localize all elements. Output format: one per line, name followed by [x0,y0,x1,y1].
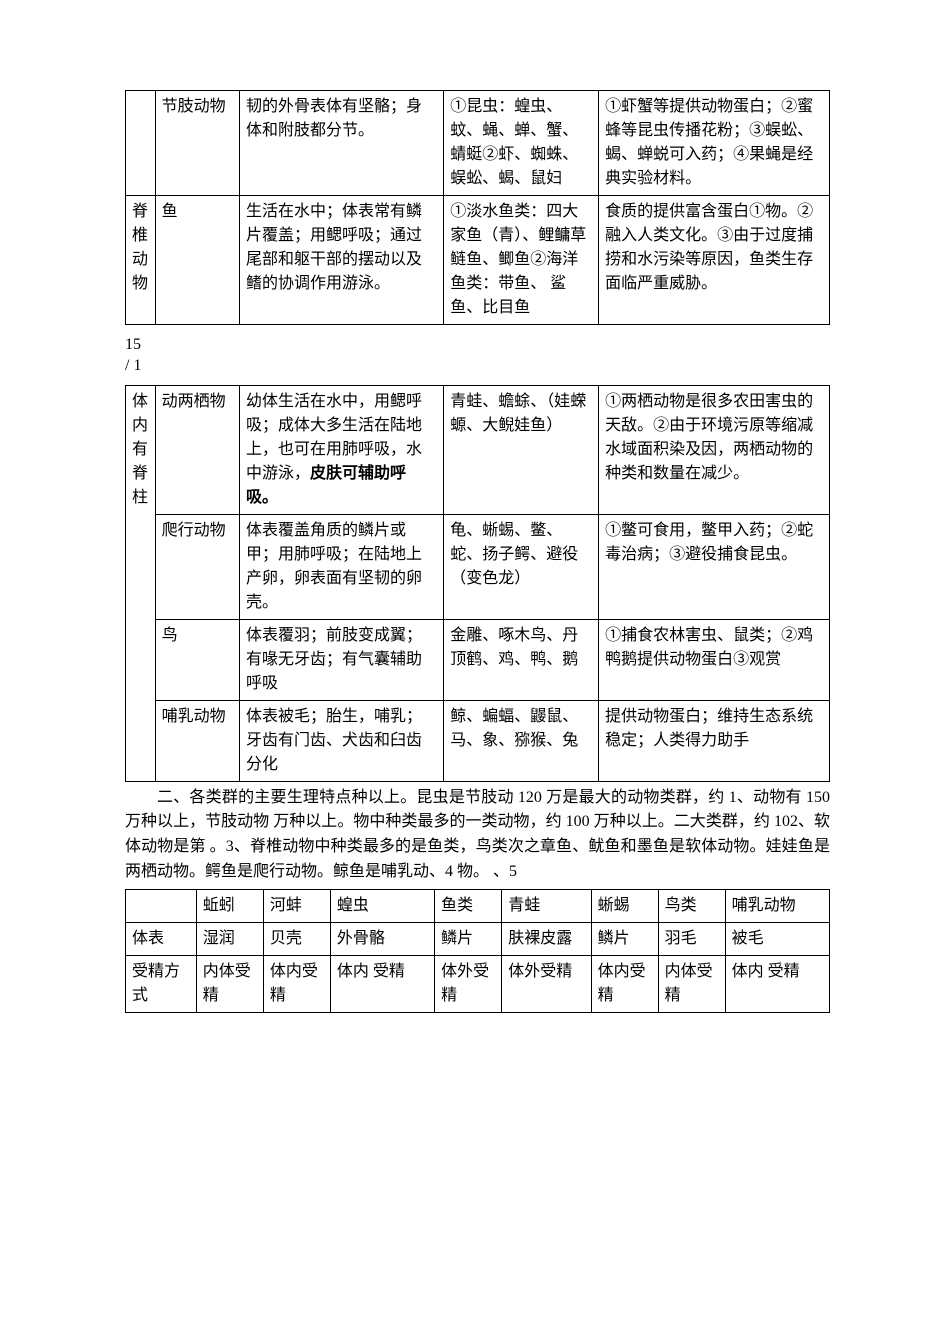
page-number-bottom: / 1 [125,356,830,377]
cell-examples: 鲸、蝙蝠、鼹鼠、马、象、猕猴、兔 [444,700,599,781]
cell: 体内受精 [591,955,658,1012]
cell-examples: 青蛙、蟾蜍、（娃蝾螈、大鲵娃鱼） [444,385,599,514]
cell-name: 哺乳动物 [155,700,239,781]
cell-header: 蝗虫 [330,889,434,922]
table-row: 节肢动物 韧的外骨表体有坚骼；身体和附肢都分节。 ①昆虫：蝗虫、蚊、蝇、蝉、蟹、… [126,91,830,196]
cell-header: 蚯蚓 [196,889,263,922]
cell-rowlabel: 体表 [126,922,197,955]
cell-header [126,889,197,922]
table-row: 脊椎动物 鱼 生活在水中；体表常有鳞片覆盖；用鳃呼吸；通过尾部和躯干部的摆动以及… [126,196,830,325]
cell: 体外受精 [502,955,591,1012]
table-row: 鸟 体表覆羽；前肢变成翼；有喙无牙齿；有气囊辅助呼吸 金雕、啄木鸟、丹顶鹤、鸡、… [126,619,830,700]
cell-features: 体表被毛；胎生，哺乳；牙齿有门齿、犬齿和臼齿分化 [240,700,444,781]
table-row: 哺乳动物 体表被毛；胎生，哺乳；牙齿有门齿、犬齿和臼齿分化 鲸、蝙蝠、鼹鼠、马、… [126,700,830,781]
cell-category: 脊椎动物 [126,196,156,325]
cell-name: 节肢动物 [155,91,239,196]
cell-relation: ①虾蟹等提供动物蛋白；②蜜蜂等昆虫传播花粉；③蜈蚣、蝎、蝉蜕可入药；④果蝇是经典… [599,91,830,196]
cell-header: 鸟类 [658,889,725,922]
cell-name: 动两栖物 [155,385,239,514]
cell-header: 蜥蜴 [591,889,658,922]
cell: 贝壳 [263,922,330,955]
cell-header: 哺乳动物 [725,889,829,922]
cell-header: 河蚌 [263,889,330,922]
cell: 内体受精 [196,955,263,1012]
cell-examples: ①淡水鱼类：四大家鱼（青）、鲤鳙草鲢鱼、鲫鱼②海洋鱼类：带鱼、 鲨鱼、比目鱼 [444,196,599,325]
cell-category: 体内有脊柱 [126,385,156,781]
cell-name: 鱼 [155,196,239,325]
page-number: 15 / 1 [125,335,830,377]
cell-rowlabel: 受精方式 [126,955,197,1012]
table-comparison: 蚯蚓 河蚌 蝗虫 鱼类 青蛙 蜥蜴 鸟类 哺乳动物 体表 湿润 贝壳 外骨骼 鳞… [125,889,830,1013]
table-row: 受精方式 内体受精 体内受精 体内 受精 体外受精 体外受精 体内受精 内体受精… [126,955,830,1012]
cell-features: 体表覆羽；前肢变成翼；有喙无牙齿；有气囊辅助呼吸 [240,619,444,700]
cell-features: 体表覆盖角质的鳞片或甲；用肺呼吸；在陆地上产卵，卵表面有坚韧的卵壳。 [240,514,444,619]
cell-features: 生活在水中；体表常有鳞片覆盖；用鳃呼吸；通过尾部和躯干部的摆动以及鳍的协调作用游… [240,196,444,325]
cell: 被毛 [725,922,829,955]
cell: 鳞片 [435,922,502,955]
cell-relation: ①两栖动物是很多农田害虫的天敌。②由于环境污原等缩减水域面积染及因，两栖动物的种… [599,385,830,514]
cell-examples: ①昆虫：蝗虫、蚊、蝇、蝉、蟹、蜻蜓②虾、蜘蛛、蜈蚣、蝎、鼠妇 [444,91,599,196]
cell: 体内 受精 [725,955,829,1012]
table-row: 体表 湿润 贝壳 外骨骼 鳞片 肤裸皮露 鳞片 羽毛 被毛 [126,922,830,955]
cell: 外骨骼 [330,922,434,955]
cell-relation: 食质的提供富含蛋白①物。②融入人类文化。③由于过度捕捞和水污染等原因，鱼类生存面… [599,196,830,325]
cell: 鳞片 [591,922,658,955]
cell-header: 鱼类 [435,889,502,922]
cell: 体内受精 [263,955,330,1012]
cell-relation: ①鳖可食用，鳖甲入药；②蛇毒治病；③避役捕食昆虫。 [599,514,830,619]
cell-name: 鸟 [155,619,239,700]
cell: 肤裸皮露 [502,922,591,955]
table-animal-groups-1: 节肢动物 韧的外骨表体有坚骼；身体和附肢都分节。 ①昆虫：蝗虫、蚊、蝇、蝉、蟹、… [125,90,830,325]
cell-name: 爬行动物 [155,514,239,619]
cell-category [126,91,156,196]
table-animal-groups-2: 体内有脊柱 动两栖物 幼体生活在水中，用鳃呼吸；成体大多生活在陆地上，也可在用肺… [125,385,830,782]
cell-features: 幼体生活在水中，用鳃呼吸；成体大多生活在陆地上，也可在用肺呼吸，水中游泳，皮肤可… [240,385,444,514]
cell-relation: ①捕食农林害虫、鼠类；②鸡鸭鹅提供动物蛋白③观赏 [599,619,830,700]
document-page: 节肢动物 韧的外骨表体有坚骼；身体和附肢都分节。 ①昆虫：蝗虫、蚊、蝇、蝉、蟹、… [0,0,945,1073]
cell-examples: 龟、蜥蜴、鳖、蛇、扬子鳄、避役（变色龙） [444,514,599,619]
table-row: 爬行动物 体表覆盖角质的鳞片或甲；用肺呼吸；在陆地上产卵，卵表面有坚韧的卵壳。 … [126,514,830,619]
cell: 体外受精 [435,955,502,1012]
cell-relation: 提供动物蛋白；维持生态系统稳定；人类得力助手 [599,700,830,781]
page-number-top: 15 [125,335,830,356]
cell-header: 青蛙 [502,889,591,922]
cell-features: 韧的外骨表体有坚骼；身体和附肢都分节。 [240,91,444,196]
cell: 湿润 [196,922,263,955]
table-row: 蚯蚓 河蚌 蝗虫 鱼类 青蛙 蜥蜴 鸟类 哺乳动物 [126,889,830,922]
paragraph-physiology: 二、各类群的主要生理特点种以上。昆虫是节肢动 120 万是最大的动物类群，约 1… [125,786,830,885]
cell: 体内 受精 [330,955,434,1012]
cell: 内体受精 [658,955,725,1012]
table-row: 体内有脊柱 动两栖物 幼体生活在水中，用鳃呼吸；成体大多生活在陆地上，也可在用肺… [126,385,830,514]
cell: 羽毛 [658,922,725,955]
cell-examples: 金雕、啄木鸟、丹顶鹤、鸡、鸭、鹅 [444,619,599,700]
